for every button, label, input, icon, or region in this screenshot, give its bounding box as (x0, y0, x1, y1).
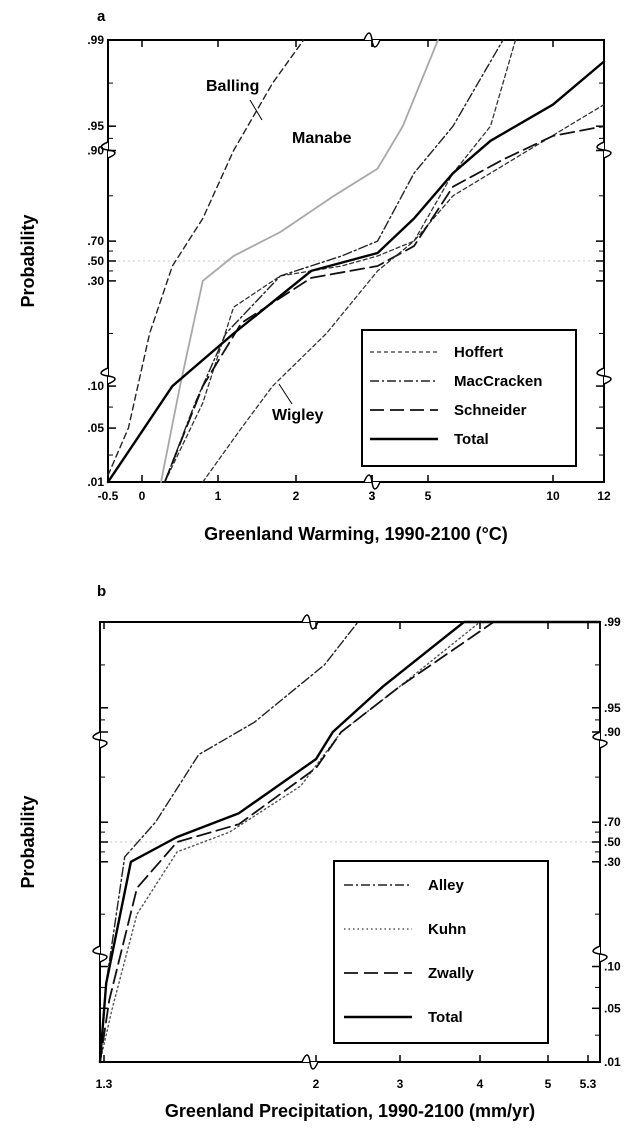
panel-b-x-axis-label: Greenland Precipitation, 1990-2100 (mm/y… (165, 1101, 535, 1121)
y-tick-label: .05 (87, 421, 104, 435)
series-line-total (106, 60, 606, 484)
x-tick-label: 5 (545, 1077, 552, 1091)
y-tick-label: .99 (87, 33, 104, 47)
series-line-zwally (99, 621, 495, 1063)
annotation-balling: Balling (206, 78, 259, 95)
y-tick-label: .05 (604, 1001, 621, 1015)
x-tick-label: 5.3 (580, 1077, 597, 1091)
x-tick-label: -0.5 (98, 489, 119, 503)
y-tick-label: .95 (87, 119, 104, 133)
panel-a-y-axis-label: Probability (18, 214, 38, 307)
series-line-maccracken (164, 39, 504, 483)
x-tick-label: 4 (477, 1077, 484, 1091)
panel-b-legend-box (333, 860, 549, 1044)
y-tick-label: .70 (87, 234, 104, 248)
x-tick-label: 2 (313, 1077, 320, 1091)
panel-a-x-axis-label: Greenland Warming, 1990-2100 (°C) (204, 524, 508, 544)
y-tick-label: .95 (604, 701, 621, 715)
legend-label-total: Total (428, 1009, 463, 1026)
legend-label-alley: Alley (428, 877, 465, 894)
x-tick-label: 1.3 (96, 1077, 113, 1091)
x-tick-label: 2 (293, 489, 300, 503)
legend-label-schneider: Schneider (454, 402, 527, 419)
x-tick-label: 3 (369, 489, 376, 503)
series-line-total (98, 620, 602, 1064)
annotation-manabe: Manabe (292, 130, 352, 147)
panel-b-letter: b (97, 583, 106, 600)
y-tick-label: .01 (604, 1055, 621, 1069)
x-tick-label: 0 (139, 489, 146, 503)
legend-label-hoffert: Hoffert (454, 344, 503, 361)
y-tick-label: .99 (604, 615, 621, 629)
legend-label-zwally: Zwally (428, 965, 475, 982)
panel-b-y-ticks: .01 .05 .10 .30 .50 .70 .90 .95 .99 (100, 615, 621, 1069)
panel-b-bottom-break (301, 1054, 319, 1070)
panel-a-letter: a (97, 8, 106, 25)
panel-a-left-break-2 (100, 367, 116, 385)
panel-b-left-break-2 (92, 945, 108, 963)
y-tick-label: .50 (604, 835, 621, 849)
series-line-wigley (202, 39, 517, 483)
x-tick-label: 12 (597, 489, 611, 503)
panel-a-x-ticks: -0.5 0 1 2 33 5 10 12 (98, 40, 611, 503)
legend-label-total: Total (454, 431, 489, 448)
panel-a-y-ticks: .01 .05 .10 .30 .50 .70 .90 .95 .99 (87, 33, 604, 489)
x-tick-label: 5 (425, 489, 432, 503)
series-line-balling (107, 39, 305, 476)
y-tick-label: .10 (604, 960, 621, 974)
x-tick-label: 10 (546, 489, 560, 503)
panel-b-right-break-1 (592, 731, 608, 749)
annotation-wigley-pointer (278, 383, 293, 405)
x-tick-label: 1 (215, 489, 222, 503)
panel-b-y-axis-label: Probability (18, 795, 38, 888)
x-tick-label: 3 (369, 489, 376, 503)
panel-a-right-break-2 (596, 367, 612, 385)
series-line-manabe (160, 39, 439, 483)
series-line-hoffert (164, 103, 605, 483)
panel-b-right-break-2 (592, 945, 608, 963)
annotation-wigley: Wigley (272, 407, 324, 424)
legend-label-kuhn: Kuhn (428, 921, 466, 938)
panel-a-legend-box (361, 329, 577, 467)
panel-b-series (98, 620, 602, 1064)
annotation-balling-pointer (249, 99, 263, 121)
y-tick-label: .50 (87, 254, 104, 268)
panel-a-series (106, 39, 606, 484)
x-tick-label: 3 (397, 1077, 404, 1091)
y-tick-label: .30 (87, 274, 104, 288)
y-tick-label: .30 (604, 855, 621, 869)
series-line-kuhn (99, 621, 481, 1063)
y-tick-label: .70 (604, 815, 621, 829)
panel-b-left-break-1 (92, 731, 108, 749)
panel-b: b .01 .05 .10 .30 .50 .70 .90 .95 .99 1.3 2 3 4 5 5.3… (18, 583, 621, 1121)
series-line-alley (99, 621, 359, 1063)
panel-a: a .01.05.10.30.50.70.90.95.99 -0.5 0 1 2 33 5… (18, 8, 612, 544)
panel-a-legend: Hoffert MacCracken Schneider Total (361, 329, 577, 467)
legend-label-maccracken: MacCracken (454, 373, 542, 390)
y-tick-label: .90 (87, 144, 104, 158)
y-tick-label: .10 (87, 379, 104, 393)
y-tick-label: .01 (87, 475, 104, 489)
panel-b-top-break (301, 614, 319, 630)
panel-b-legend: Alley Kuhn Zwally Total (333, 860, 549, 1044)
y-tick-label: .90 (604, 725, 621, 739)
